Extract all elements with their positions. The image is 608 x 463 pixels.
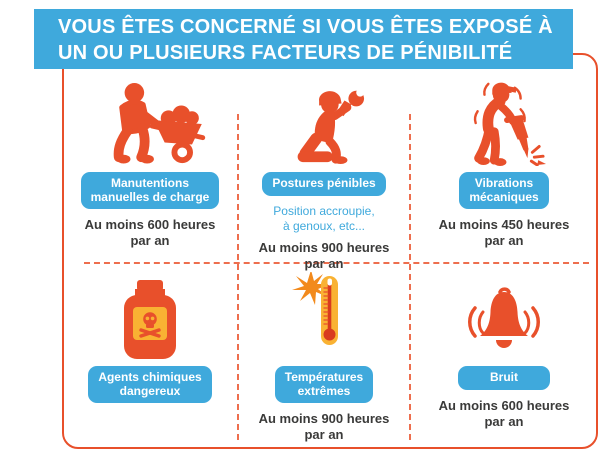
header-banner: VOUS ÊTES CONCERNÉ SI VOUS ÊTES EXPOSÉ À… <box>34 9 573 69</box>
factor-hours-line2: par an <box>484 413 524 429</box>
factor-hours-line2: par an <box>304 427 344 442</box>
factor-label-line2: extrêmes <box>297 383 351 398</box>
kneeling-worker-icon <box>274 78 374 166</box>
factor-card-manutentions: Manutentions manuelles de charge Au moin… <box>62 78 238 249</box>
bell-icon <box>454 270 554 360</box>
thermometer-icon <box>285 270 363 360</box>
factor-card-bruit: Bruit Au moins 600 heures par an <box>410 270 598 430</box>
factor-hours: Au moins 900 heures par an <box>259 240 390 272</box>
factor-label-line2: mécaniques <box>469 189 539 204</box>
factor-card-postures: Postures pénibles Position accroupie, à … <box>238 78 410 272</box>
factor-hours-line2: par an <box>130 233 170 248</box>
factor-hours-line2: par an <box>484 233 524 248</box>
factor-label-line2: manuelles de charge <box>90 189 210 204</box>
factor-hours-line1: Au moins 450 heures <box>438 217 570 232</box>
factor-label: Agents chimiques dangereux <box>88 366 212 403</box>
factor-hours-line1: Au moins 600 heures <box>84 217 216 232</box>
column-divider-dashed-2 <box>409 114 411 440</box>
factor-hours-line1: Au moins 900 heures <box>258 239 390 255</box>
factor-label: Vibrations mécaniques <box>459 172 549 209</box>
column-divider-dashed-1 <box>237 114 239 440</box>
factor-hours: Au moins 600 heures par an <box>439 398 570 430</box>
factor-card-temperatures: Températures extrêmes Au moins 900 heure… <box>238 270 410 443</box>
factor-hours: Au moins 600 heures par an <box>85 217 216 249</box>
wheelbarrow-worker-icon <box>91 78 209 166</box>
factor-card-agents-chimiques: Agents chimiques dangereux <box>62 270 238 411</box>
factor-hours-line1: Au moins 600 heures <box>438 397 570 413</box>
factor-label-line1: Vibrations <box>474 176 534 190</box>
jackhammer-worker-icon <box>455 78 553 166</box>
header-title-line1: VOUS ÊTES CONCERNÉ SI VOUS ÊTES EXPOSÉ À <box>58 16 553 38</box>
poison-bottle-icon <box>115 270 185 360</box>
factor-hours-line2: par an <box>304 255 344 271</box>
factor-label-line1: Manutentions <box>111 176 189 190</box>
factor-label-line1: Températures <box>284 370 364 384</box>
factor-label: Températures extrêmes <box>274 366 374 403</box>
factor-label-line1: Bruit <box>490 370 518 384</box>
factor-subtitle-line1: Position accroupie, <box>273 203 375 218</box>
factor-card-vibrations: Vibrations mécaniques Au moins 450 heure… <box>410 78 598 249</box>
header-title-line2: UN OU PLUSIEURS FACTEURS DE PÉNIBILITÉ <box>58 42 513 64</box>
factor-label: Bruit <box>458 366 550 390</box>
row-divider-dashed <box>84 262 589 264</box>
factor-hours: Au moins 450 heures par an <box>439 217 570 249</box>
factor-label-line2: dangereux <box>119 383 181 398</box>
factor-label: Postures pénibles <box>262 172 386 196</box>
factor-subtitle: Position accroupie, à genoux, etc... <box>273 204 374 234</box>
factor-subtitle-line2: à genoux, etc... <box>282 218 366 233</box>
factor-label-line1: Agents chimiques <box>98 370 202 384</box>
factor-label-line1: Postures pénibles <box>272 176 376 190</box>
factor-label: Manutentions manuelles de charge <box>80 172 220 209</box>
factor-hours: Au moins 900 heures par an <box>259 411 390 443</box>
factor-hours-line1: Au moins 900 heures <box>258 411 390 426</box>
